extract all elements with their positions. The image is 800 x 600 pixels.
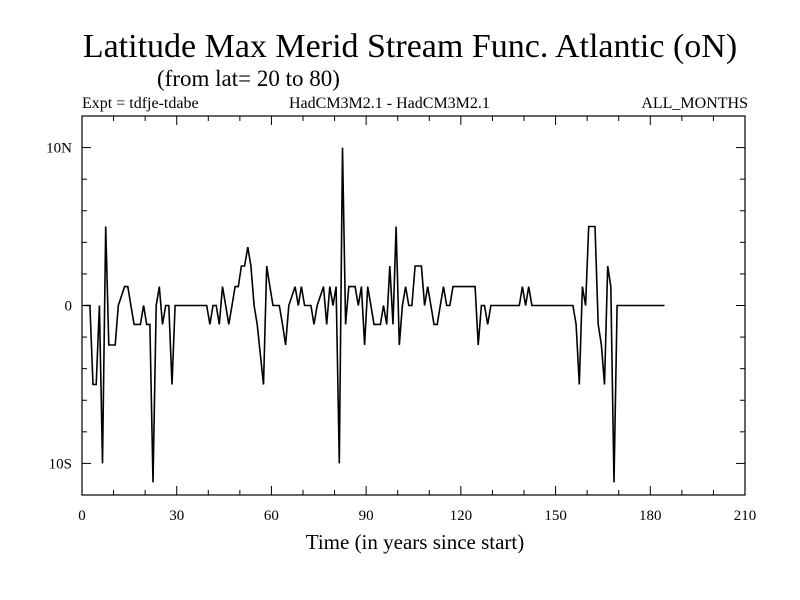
chart-title: Latitude Max Merid Stream Func. Atlantic… (82, 28, 738, 65)
x-tick-label: 150 (544, 508, 567, 524)
x-tick-label: 180 (639, 508, 662, 524)
model-label: HadCM3M2.1 - HadCM3M2.1 (289, 95, 490, 112)
x-tick-label: 90 (359, 508, 374, 524)
series-line (83, 147, 665, 483)
x-tick-label: 210 (734, 508, 757, 524)
series-layer (83, 147, 665, 483)
x-tick-label: 60 (264, 508, 279, 524)
tick-labels: 0 30 60 90 120 150 180 210 10S 0 10N (46, 141, 756, 524)
months-label: ALL_MONTHS (641, 95, 748, 112)
x-axis-label: Time (in years since start) (305, 530, 525, 554)
experiment-label: Expt = tdfje-tdabe (82, 95, 199, 112)
chart-subtitle: (from lat= 20 to 80) (157, 66, 340, 91)
plot-frame (81, 115, 746, 496)
x-tick-label: 0 (78, 508, 86, 524)
y-tick-label: 0 (65, 299, 73, 315)
y-tick-label: 10N (46, 141, 72, 157)
x-tick-label: 120 (450, 508, 473, 524)
y-tick-label: 10S (49, 456, 72, 472)
x-tick-label: 30 (169, 508, 184, 524)
